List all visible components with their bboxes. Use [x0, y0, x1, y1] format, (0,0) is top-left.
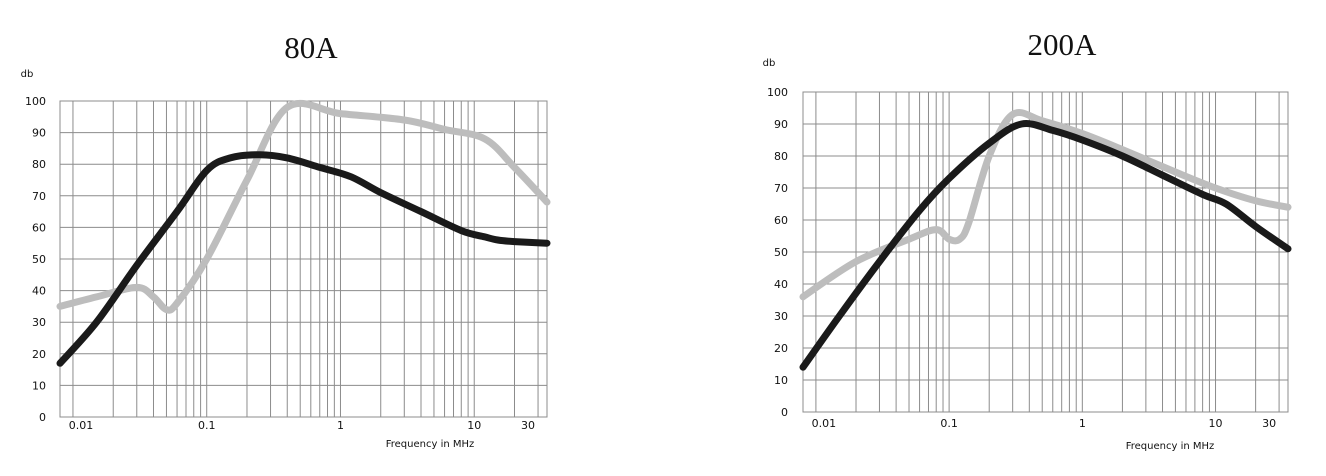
y-tick-label: 40: [32, 285, 46, 298]
y-tick-label: 70: [32, 190, 46, 203]
series-line-0: [799, 120, 1292, 371]
y-tick-label: 90: [32, 127, 46, 140]
y-tick-label: 50: [32, 253, 46, 266]
x-tick-label: 10: [467, 419, 481, 432]
y-tick-label: 100: [25, 95, 46, 108]
x-tick-label: 30: [521, 419, 535, 432]
y-tick-label: 50: [774, 246, 788, 259]
y-axis-label: db: [763, 58, 776, 69]
y-tick-label: 30: [774, 310, 788, 323]
y-tick-label: 20: [32, 348, 46, 361]
y-tick-label: 60: [32, 221, 46, 234]
x-tick-label: 30: [1262, 417, 1276, 430]
x-tick-label: 10: [1209, 417, 1223, 430]
series-line-1: [56, 99, 551, 314]
x-tick-label: 1: [337, 419, 344, 432]
series-line-0: [56, 151, 551, 367]
chart-title: 200A: [1028, 27, 1098, 62]
chart-title: 80A: [284, 30, 338, 65]
chart-0: 80A db 0 10 20 30 40 50 60 70 80 90 100 0.01 0.1 1 10 30 F…: [21, 30, 551, 450]
x-tick-label: 0.1: [940, 417, 958, 430]
y-tick-label: 20: [774, 342, 788, 355]
y-tick-label: 10: [32, 379, 46, 392]
y-tick-label: 80: [774, 150, 788, 163]
y-tick-label: 10: [774, 374, 788, 387]
y-tick-label: 100: [767, 86, 788, 99]
chart-1: 200A db 0 10 20 30 40 50 60 70 80 90 100 0.01 0.1 1 10 30…: [763, 27, 1292, 452]
y-axis-label: db: [21, 69, 34, 80]
x-tick-label: 0.1: [198, 419, 216, 432]
x-axis-label: Frequency in MHz: [386, 439, 475, 450]
y-tick-label: 80: [32, 158, 46, 171]
y-tick-label: 90: [774, 118, 788, 131]
y-tick-label: 60: [774, 214, 788, 227]
x-axis-label: Frequency in MHz: [1126, 441, 1215, 452]
y-tick-label: 70: [774, 182, 788, 195]
y-tick-label: 30: [32, 316, 46, 329]
y-tick-label: 0: [781, 406, 788, 419]
y-tick-label: 0: [39, 411, 46, 424]
y-tick-label: 40: [774, 278, 788, 291]
x-tick-label: 0.01: [69, 419, 94, 432]
x-tick-label: 0.01: [812, 417, 837, 430]
x-tick-label: 1: [1079, 417, 1086, 430]
